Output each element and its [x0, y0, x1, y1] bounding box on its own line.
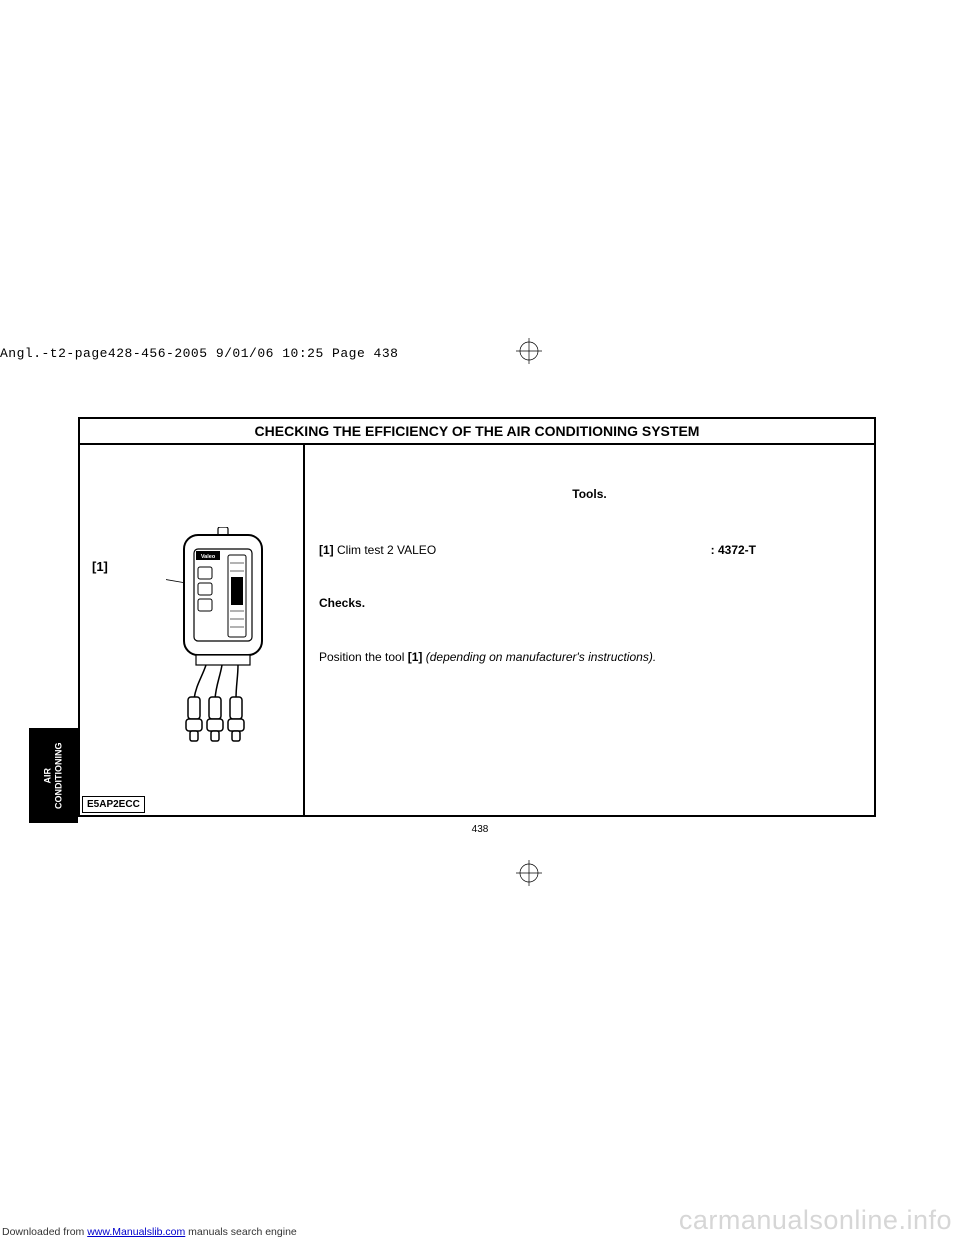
side-tab: AIR CONDITIONING	[29, 728, 78, 823]
instruction-suffix: (depending on manufacturer's instruction…	[422, 650, 656, 664]
tool-line: [1] Clim test 2 VALEO : 4372-T	[319, 543, 860, 559]
tool-name: Clim test 2 VALEO	[334, 543, 436, 557]
footer-link[interactable]: www.Manualslib.com	[87, 1226, 185, 1238]
instruction-prefix: Position the tool	[319, 650, 408, 664]
page-number: 438	[0, 824, 960, 835]
watermark: carmanualsonline.info	[679, 1205, 952, 1236]
crop-mark-top-icon	[516, 338, 542, 364]
footer-prefix: Downloaded from	[2, 1226, 87, 1238]
main-table: CHECKING THE EFFICIENCY OF THE AIR CONDI…	[78, 417, 876, 817]
tool-ref: [1]	[319, 543, 334, 557]
callout-label: [1]	[92, 559, 108, 574]
footer-download: Downloaded from www.Manualslib.com manua…	[2, 1226, 297, 1238]
image-cell: [1] Valeo	[80, 445, 305, 815]
tool-code: : 4372-T	[711, 543, 860, 559]
content-row: [1] Valeo	[80, 445, 874, 815]
image-ref-code: E5AP2ECC	[82, 796, 145, 813]
checks-heading: Checks.	[319, 596, 860, 612]
side-tab-line1: AIR	[43, 768, 53, 784]
footer-suffix: manuals search engine	[185, 1226, 297, 1238]
page-root: Angl.-t2-page428-456-2005 9/01/06 10:25 …	[0, 0, 960, 1242]
table-title: CHECKING THE EFFICIENCY OF THE AIR CONDI…	[80, 419, 874, 445]
crop-mark-bottom-icon	[516, 860, 542, 886]
device-illustration-icon: Valeo	[166, 527, 286, 777]
side-tab-line2: CONDITIONING	[54, 742, 64, 809]
tools-heading: Tools.	[319, 487, 860, 503]
svg-text:Valeo: Valeo	[201, 554, 216, 560]
print-header: Angl.-t2-page428-456-2005 9/01/06 10:25 …	[0, 346, 398, 361]
text-cell: Tools. [1] Clim test 2 VALEO : 4372-T Ch…	[305, 445, 874, 815]
instruction-ref: [1]	[408, 650, 423, 664]
instruction-line: Position the tool [1] (depending on manu…	[319, 650, 860, 666]
